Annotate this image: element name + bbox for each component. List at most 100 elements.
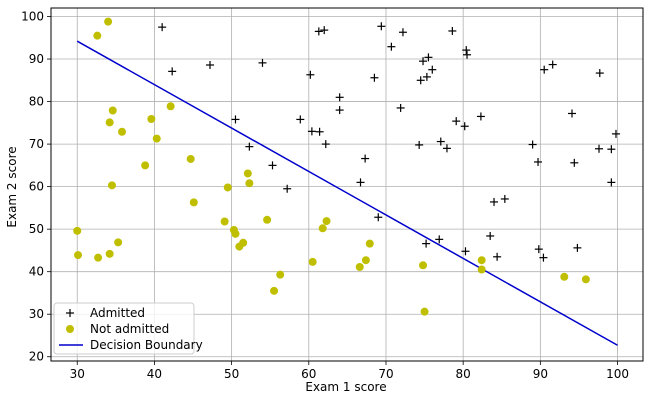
admitted-point	[567, 109, 576, 118]
admitted-points	[158, 22, 620, 262]
admitted-point	[307, 127, 316, 136]
legend: Admitted Not admitted Decision Boundary	[53, 302, 203, 355]
admitted-point	[595, 144, 604, 153]
not-admitted-point	[270, 286, 279, 295]
admitted-point	[607, 145, 616, 154]
admitted-point	[448, 26, 457, 35]
x-tick-label: 90	[533, 367, 548, 381]
legend-marker-admitted	[66, 309, 74, 317]
admitted-point	[370, 73, 379, 82]
plot-frame	[50, 7, 644, 362]
x-tick-label: 60	[301, 367, 316, 381]
legend-box	[53, 302, 195, 355]
not-admitted-point	[355, 263, 364, 272]
legend-marker-not-admitted	[66, 325, 74, 333]
not-admitted-point	[243, 169, 252, 178]
decision-boundary-layer	[76, 40, 618, 346]
y-tick-label: 50	[29, 222, 44, 236]
not-admitted-point	[245, 179, 254, 188]
admitted-point	[419, 57, 428, 66]
not-admitted-point	[74, 251, 83, 260]
x-tick-label: 70	[378, 367, 393, 381]
not-admitted-point	[104, 17, 113, 26]
not-admitted-point	[477, 256, 486, 265]
admitted-point	[540, 65, 549, 74]
not-admitted-point	[223, 183, 232, 192]
admitted-point	[607, 178, 616, 187]
admitted-point	[422, 239, 431, 248]
x-tick-label: 100	[606, 367, 629, 381]
legend-label-admitted: Admitted	[90, 306, 145, 320]
admitted-point	[442, 144, 451, 153]
admitted-point	[493, 252, 502, 261]
not-admitted-point	[420, 307, 429, 316]
admitted-point	[463, 50, 472, 59]
admitted-point	[548, 60, 557, 69]
admitted-point	[315, 127, 324, 136]
admitted-point	[416, 76, 425, 85]
y-tick-label: 20	[29, 350, 44, 364]
admitted-point	[534, 157, 543, 166]
x-tick-label: 30	[70, 367, 85, 381]
admitted-point	[231, 115, 240, 124]
not-admitted-point	[105, 118, 114, 127]
not-admitted-point	[107, 181, 116, 190]
admitted-point	[611, 129, 620, 138]
admitted-point	[398, 28, 407, 37]
not-admitted-point	[147, 115, 156, 124]
not-admitted-point	[276, 270, 285, 279]
admitted-point	[573, 243, 582, 252]
not-admitted-point	[93, 31, 102, 40]
not-admitted-point	[152, 134, 161, 143]
x-axis-label: Exam 1 score	[305, 380, 386, 394]
admitted-point	[528, 140, 537, 149]
admitted-point	[486, 231, 495, 240]
not-admitted-point	[361, 256, 370, 265]
admitted-point	[168, 67, 177, 76]
admitted-point	[452, 117, 461, 126]
y-tick-label: 100	[21, 10, 44, 24]
admitted-point	[436, 137, 445, 146]
admitted-point	[500, 194, 509, 203]
legend-plus-marker	[66, 309, 74, 317]
admitted-point	[268, 161, 277, 170]
not-admitted-point	[581, 275, 590, 284]
x-tick-label: 50	[224, 367, 239, 381]
not-admitted-point	[118, 127, 127, 136]
legend-label-decision-boundary: Decision Boundary	[90, 338, 203, 352]
admitted-point	[335, 106, 344, 115]
not-admitted-point	[186, 154, 195, 163]
y-tick-label: 80	[29, 95, 44, 109]
not-admitted-point	[73, 226, 82, 235]
admitted-point	[296, 115, 305, 124]
not-admitted-point	[105, 249, 114, 258]
admitted-point	[461, 247, 470, 256]
grid-lines	[51, 8, 643, 361]
admitted-point	[460, 122, 469, 131]
admitted-point	[283, 184, 292, 193]
admitted-point	[320, 26, 329, 35]
admitted-point	[314, 27, 323, 36]
not-admitted-points	[73, 17, 590, 316]
admitted-point	[356, 178, 365, 187]
admitted-point	[321, 140, 330, 149]
admitted-point	[205, 60, 214, 69]
not-admitted-point	[141, 161, 150, 170]
decision-boundary-line	[76, 40, 618, 346]
y-axis-ticks: 20 30 40 50 60 70 80 90 100	[21, 10, 51, 364]
admitted-point	[377, 22, 386, 31]
not-admitted-point	[220, 217, 229, 226]
admitted-point	[245, 142, 254, 151]
not-admitted-point	[235, 242, 244, 251]
not-admitted-point	[560, 272, 569, 281]
not-admitted-point	[108, 106, 117, 115]
x-tick-label: 80	[456, 367, 471, 381]
admitted-point	[258, 58, 267, 67]
admitted-point	[462, 46, 471, 55]
y-tick-label: 90	[29, 52, 44, 66]
admitted-point	[595, 69, 604, 78]
admitted-point	[422, 72, 431, 81]
admitted-point	[396, 103, 405, 112]
not-admitted-point	[365, 239, 374, 248]
admitted-point	[387, 42, 396, 51]
